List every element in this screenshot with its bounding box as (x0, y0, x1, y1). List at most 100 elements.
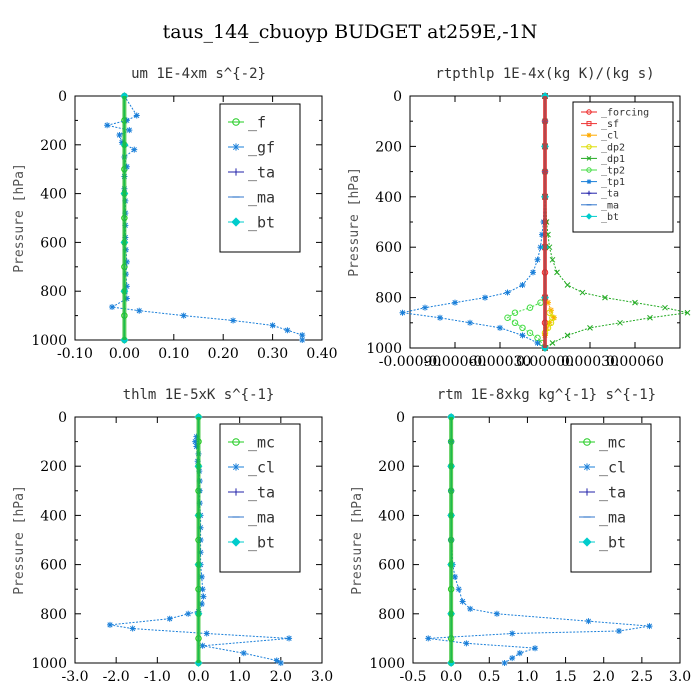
legend-marker (232, 168, 240, 176)
data-point (197, 524, 204, 531)
y-tick-label: 800 (40, 607, 67, 623)
x-tick-label: 0.10 (158, 346, 189, 362)
x-tick-label: 0.0 (440, 669, 462, 685)
panel-title: thlm 1E-5xK s^{-1} (123, 387, 275, 403)
data-point (564, 332, 571, 339)
x-tick-label: 0.00000 (516, 354, 574, 370)
data-point (497, 324, 503, 331)
legend-marker (585, 213, 593, 220)
series-tp2 (504, 299, 549, 352)
y-axis-label: Pressure [hPa] (347, 167, 362, 277)
data-point (199, 642, 206, 649)
data-point (131, 146, 138, 153)
data-point (511, 309, 519, 316)
y-tick-label: 1000 (369, 656, 405, 672)
y-tick-label: 800 (40, 284, 67, 300)
x-tick-label: -0.00030 (469, 354, 532, 370)
data-point (587, 324, 593, 331)
legend-label: _cl (248, 458, 275, 476)
data-point (617, 319, 623, 326)
x-tick-label: 2.0 (270, 669, 292, 685)
data-point (185, 610, 192, 617)
legend-marker (582, 537, 592, 547)
data-point (425, 635, 432, 642)
data-point (646, 623, 653, 630)
x-tick-label: 0.40 (306, 346, 337, 362)
data-point (511, 319, 519, 327)
legend-label: _dp1 (601, 154, 625, 165)
legend-box (219, 423, 301, 573)
data-point (534, 334, 541, 342)
legend-marker (232, 488, 240, 496)
data-point (539, 231, 545, 238)
data-point (467, 319, 473, 326)
y-tick-label: 200 (375, 139, 402, 155)
figure-title: taus_144_cbuoyp BUDGET at259E,-1N (163, 21, 538, 43)
x-tick-label: 1.0 (516, 669, 538, 685)
legend-label: _ma (599, 508, 626, 526)
data-point (180, 312, 187, 319)
legend-label: _mc (599, 433, 626, 451)
data-point (546, 319, 553, 326)
legend-label: _mc (248, 433, 275, 451)
y-tick-label: 1000 (366, 341, 402, 357)
legend-marker (586, 132, 592, 138)
data-point (123, 258, 130, 265)
legend-label: _ma (601, 200, 619, 211)
legend-marker (232, 143, 240, 151)
data-point (452, 299, 458, 306)
x-tick-label: 0.00060 (606, 354, 664, 370)
data-point (399, 309, 406, 316)
legend-marker (583, 488, 591, 496)
x-tick-label: -0.5 (400, 669, 427, 685)
data-point (193, 433, 200, 440)
data-point (166, 615, 173, 622)
data-point (230, 317, 237, 324)
y-tick-label: 600 (375, 240, 402, 256)
data-point (284, 327, 291, 334)
data-point (123, 163, 130, 170)
legend-label: _gf (248, 138, 275, 156)
data-point (109, 304, 116, 311)
legend-label: _tp1 (601, 177, 625, 188)
legend-marker (232, 118, 240, 126)
data-point (579, 289, 586, 296)
x-tick-label: 1.0 (229, 669, 251, 685)
x-tick-label: 1.5 (554, 669, 576, 685)
data-point (198, 600, 205, 607)
legend-label: _ta (248, 163, 275, 181)
data-point (482, 294, 488, 301)
x-tick-label: 0.00 (109, 346, 140, 362)
legend-marker (586, 190, 592, 196)
x-tick-label: -1.0 (144, 669, 171, 685)
data-point (459, 598, 466, 605)
x-tick-label: 2.5 (631, 669, 653, 685)
legend-marker (231, 537, 241, 547)
data-point (519, 324, 526, 332)
y-tick-label: 0 (58, 410, 67, 426)
data-point (564, 282, 571, 288)
legend-marker (586, 144, 592, 150)
data-point (203, 630, 210, 637)
legend: _forcing_sf_cl_dp2_dp1_tp2_tp1_ta_ma_bt (572, 101, 674, 233)
series-line (428, 417, 650, 664)
y-tick-label: 800 (378, 607, 405, 623)
y-tick-label: 600 (378, 558, 405, 574)
y-tick-label: 400 (378, 508, 405, 524)
legend-label: _bt (599, 533, 626, 551)
legend-marker (231, 217, 241, 227)
data-point (118, 139, 125, 146)
x-tick-label: 0.30 (257, 346, 288, 362)
data-point (104, 122, 111, 129)
data-point (501, 660, 508, 666)
y-tick-label: 200 (40, 459, 67, 475)
legend-label: _f (248, 113, 266, 131)
data-point (632, 299, 638, 306)
legend-marker (583, 463, 591, 471)
panel-title: um 1E-4xm s^{-2} (131, 66, 266, 82)
x-tick-label: 0.00030 (561, 354, 619, 370)
x-tick-label: -0.00060 (424, 354, 487, 370)
data-point (530, 269, 536, 276)
data-point (549, 256, 556, 263)
data-point (534, 256, 541, 263)
